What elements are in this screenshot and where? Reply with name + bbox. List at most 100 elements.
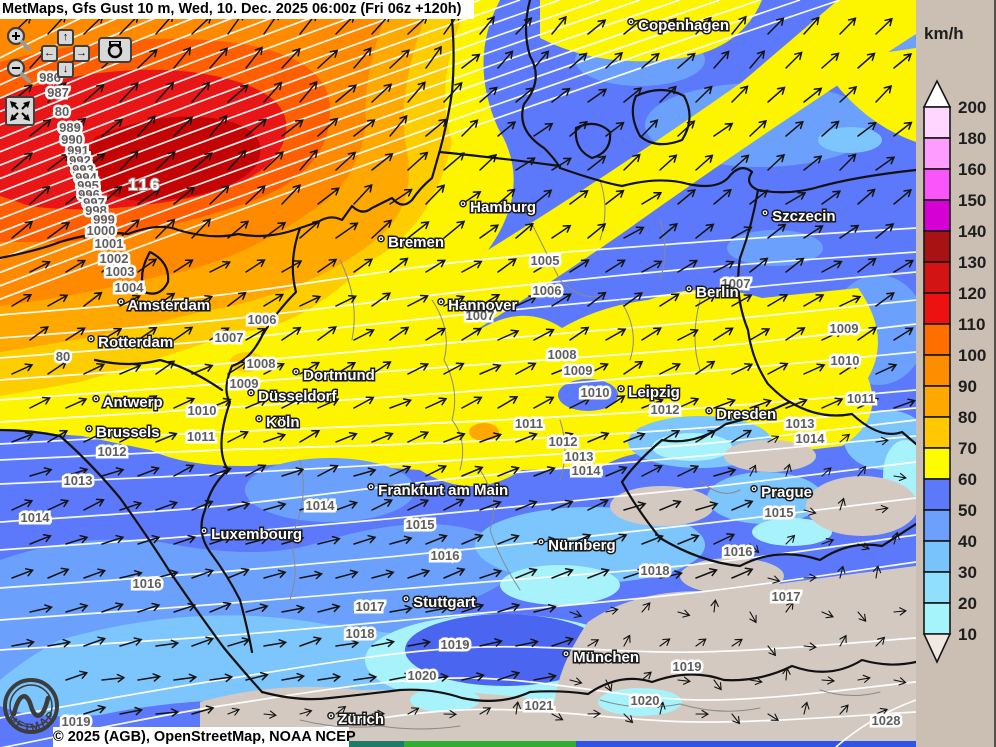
snapshot-button[interactable] — [98, 37, 132, 63]
isobar-value-label: 1000 — [87, 223, 116, 238]
isobar-value-label: 1007 — [215, 330, 244, 345]
isobar-value-label: 1012 — [651, 402, 680, 417]
isobar-value-label: 1011 — [847, 391, 875, 406]
isobar-value-label: 1010 — [188, 403, 217, 418]
zoom-out-button[interactable] — [6, 58, 32, 87]
isobar-value-label: 1019 — [62, 714, 91, 729]
legend-value-label: 100 — [958, 346, 987, 365]
isobar-value-label: 987 — [47, 85, 69, 100]
isobar-value-label: 1014 — [306, 498, 336, 513]
city-label: ° Rotterdam — [88, 334, 173, 351]
legend-value-label: 200 — [958, 98, 987, 117]
arrow-down-icon: ↓ — [62, 63, 69, 75]
city-label: ° Prague — [751, 484, 812, 501]
isobar-value-label: 1019 — [441, 637, 470, 652]
isobar-value-label: 998 — [85, 203, 107, 218]
legend-value-label: 120 — [958, 284, 987, 303]
city-label: ° Leipzig — [618, 384, 680, 401]
city-label: ° Amsterdam — [118, 297, 210, 314]
isobar-value-label: 1020 — [408, 668, 437, 683]
city-label: ° Szczecin — [762, 208, 836, 225]
city-label: ° Dresden — [706, 406, 776, 423]
isobar-value-label: 1009 — [830, 321, 859, 336]
isobar-value-label: 1008 — [548, 347, 577, 362]
city-label: ° Dortmund — [293, 367, 375, 384]
legend-color-bar — [922, 79, 952, 664]
legend-value-label: 70 — [958, 439, 977, 458]
city-label: ° München — [563, 649, 639, 666]
isobar-value-label: 1001 — [95, 236, 124, 251]
isobar-value-label: 1028 — [872, 713, 901, 728]
isobar-value-label: 1016 — [133, 576, 162, 591]
camera-icon — [107, 41, 123, 59]
magnifier-minus-icon — [6, 58, 31, 83]
isobar-value-label: 1019 — [673, 659, 702, 674]
legend-value-label: 30 — [958, 563, 977, 582]
isobar-value-label: 1004 — [115, 280, 145, 295]
isobar-value-label: 1012 — [98, 444, 127, 459]
city-label: ° Bremen — [378, 234, 444, 251]
magnifier-plus-icon — [6, 26, 31, 51]
city-label: ° Frankfurt am Main — [368, 482, 508, 499]
legend-value-label: 140 — [958, 222, 987, 241]
isobar-value-label: 1011 — [515, 416, 543, 431]
isobar-value-label: 1012 — [549, 434, 578, 449]
city-label: ° Antwerp — [93, 394, 163, 411]
isobar-value-label: 1015 — [406, 517, 435, 532]
pan-up-button[interactable]: ↑ — [57, 29, 74, 46]
isobar-value-label: 991 — [67, 143, 89, 158]
isobar-value-label: 1014 — [796, 431, 826, 446]
legend-value-label: 90 — [958, 377, 977, 396]
isobar-value-label: 1006 — [533, 283, 562, 298]
isobar-value-label: 1009 — [564, 363, 593, 378]
city-label: ° Brussels — [86, 424, 160, 441]
isobar-value-label: 1021 — [525, 698, 554, 713]
zoom-in-button[interactable] — [6, 26, 32, 55]
legend-value-label: 60 — [958, 470, 977, 489]
isobar-value-label: 80 — [56, 349, 70, 364]
isobar-value-label: 1016 — [724, 544, 753, 559]
isobar-value-label: 1002 — [100, 251, 129, 266]
legend-value-label: 150 — [958, 191, 987, 210]
isobar-value-label: 1010 — [581, 385, 610, 400]
isobar-value-label: 1015 — [765, 505, 794, 520]
isobar-value-label: 1008 — [247, 356, 276, 371]
legend-value-label: 130 — [958, 253, 987, 272]
isobar-value-label: 1014 — [572, 463, 602, 478]
isobar-value-label: 1005 — [531, 253, 560, 268]
map-title: MetMaps, Gfs Gust 10 m, Wed, 10. Dec. 20… — [2, 1, 462, 17]
legend-value-label: 10 — [958, 625, 977, 644]
legend-value-label: 40 — [958, 532, 977, 551]
isobar-value-label: 1013 — [64, 473, 93, 488]
fullscreen-button[interactable] — [5, 96, 35, 126]
pan-down-button[interactable]: ↓ — [57, 61, 74, 78]
isobar-value-label: 1003 — [106, 264, 135, 279]
isobar-value-label: 1020 — [631, 693, 660, 708]
city-labels: ° Copenhagen ° Hamburg ° Bremen ° Szczecin °… — [85, 16, 838, 730]
isobar-value-label: 996 — [78, 187, 100, 202]
isobar-value-label: 999 — [93, 212, 115, 227]
legend-unit: km/h — [924, 24, 964, 43]
isobar-value-label: 80 — [55, 104, 69, 119]
max-gust-label: 116 — [128, 175, 161, 194]
isobar-value-label: 1014 — [21, 510, 51, 525]
isobar-value-label: 1006 — [248, 312, 277, 327]
copyright-text: © 2025 (AGB), OpenStreetMap, NOAA NCEP — [53, 729, 356, 745]
city-label: ° Zürich — [328, 711, 384, 728]
legend-value-label: 50 — [958, 501, 977, 520]
city-label: ° Nürnberg — [538, 537, 616, 554]
isobar-value-label: 1011 — [187, 429, 215, 444]
weather-map[interactable]: 9869878098999099199299399499599699799899… — [0, 0, 916, 747]
isobar-value-label: 1017 — [772, 589, 801, 604]
legend-value-label: 20 — [958, 594, 977, 613]
arrow-right-icon: → — [76, 47, 87, 59]
pan-right-button[interactable]: → — [73, 45, 90, 62]
pan-left-button[interactable]: ← — [41, 45, 58, 62]
legend-value-label: 80 — [958, 408, 977, 427]
wind-arrows — [11, 11, 916, 717]
city-label: ° Berlin — [686, 284, 739, 301]
isobar-value-label: 993 — [72, 162, 94, 177]
isobar-value-label: 989 — [59, 120, 81, 135]
legend-value-label: 110 — [958, 315, 986, 334]
